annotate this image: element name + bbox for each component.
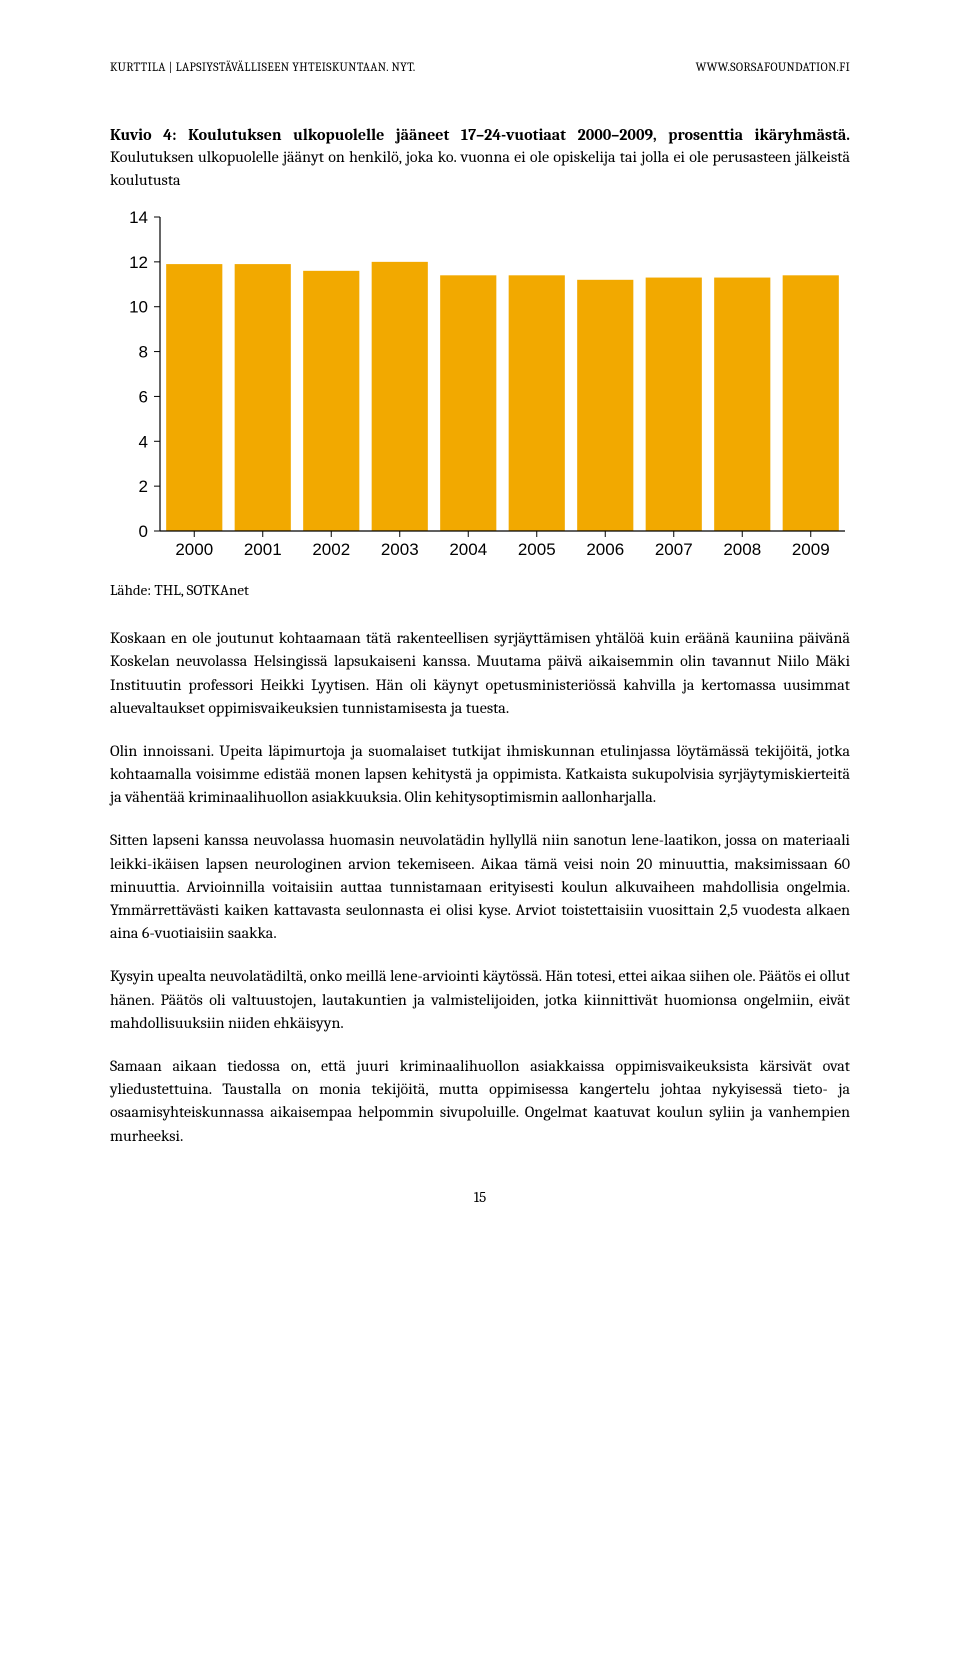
header-left: KURTTILA | LAPSIYSTÄVÄLLISEEN YHTEISKUNT…: [110, 60, 416, 74]
header-right: WWW.SORSAFOUNDATION.FI: [696, 60, 850, 74]
svg-text:2: 2: [139, 477, 148, 496]
svg-text:2001: 2001: [244, 540, 282, 559]
body-paragraph-2: Olin innoissani. Upeita läpimurtoja ja s…: [110, 740, 850, 810]
body-paragraph-1: Koskaan en ole joutunut kohtaamaan tätä …: [110, 627, 850, 720]
page-header: KURTTILA | LAPSIYSTÄVÄLLISEEN YHTEISKUNT…: [110, 60, 850, 74]
chart-source: Lähde: THL, SOTKAnet: [110, 581, 850, 599]
svg-text:12: 12: [129, 253, 148, 272]
bar-chart: 0 2 4 6 8 10 12 14 2000 2001 2002 2003 2004 2005 2006 2…: [110, 209, 850, 563]
figure-caption-rest: Koulutuksen ulkopuolelle jäänyt on henki…: [110, 148, 850, 188]
svg-text:10: 10: [129, 298, 148, 317]
svg-text:0: 0: [139, 522, 148, 541]
figure-caption-bold: Kuvio 4: Koulutuksen ulkopuolelle jäänee…: [110, 126, 850, 144]
body-paragraph-4: Kysyin upealta neuvolatädiltä, onko meil…: [110, 965, 850, 1035]
svg-text:2008: 2008: [723, 540, 761, 559]
body-paragraph-3: Sitten lapseni kanssa neuvolassa huomasi…: [110, 829, 850, 945]
figure-caption: Kuvio 4: Koulutuksen ulkopuolelle jäänee…: [110, 124, 850, 191]
svg-text:2006: 2006: [586, 540, 624, 559]
svg-text:2000: 2000: [175, 540, 213, 559]
svg-text:4: 4: [139, 432, 148, 451]
svg-text:2002: 2002: [312, 540, 350, 559]
svg-text:2004: 2004: [449, 540, 487, 559]
document-page: KURTTILA | LAPSIYSTÄVÄLLISEEN YHTEISKUNT…: [0, 0, 960, 1256]
svg-text:8: 8: [139, 343, 148, 362]
svg-text:14: 14: [129, 209, 148, 227]
svg-text:6: 6: [139, 388, 148, 407]
body-paragraph-5: Samaan aikaan tiedossa on, että juuri kr…: [110, 1055, 850, 1148]
svg-text:2005: 2005: [518, 540, 556, 559]
svg-text:2007: 2007: [655, 540, 693, 559]
svg-text:2009: 2009: [792, 540, 830, 559]
svg-text:2003: 2003: [381, 540, 419, 559]
chart-svg: 0 2 4 6 8 10 12 14 2000 2001 2002 2003 2004 2005 2006 2…: [110, 209, 850, 559]
page-number: 15: [110, 1188, 850, 1206]
